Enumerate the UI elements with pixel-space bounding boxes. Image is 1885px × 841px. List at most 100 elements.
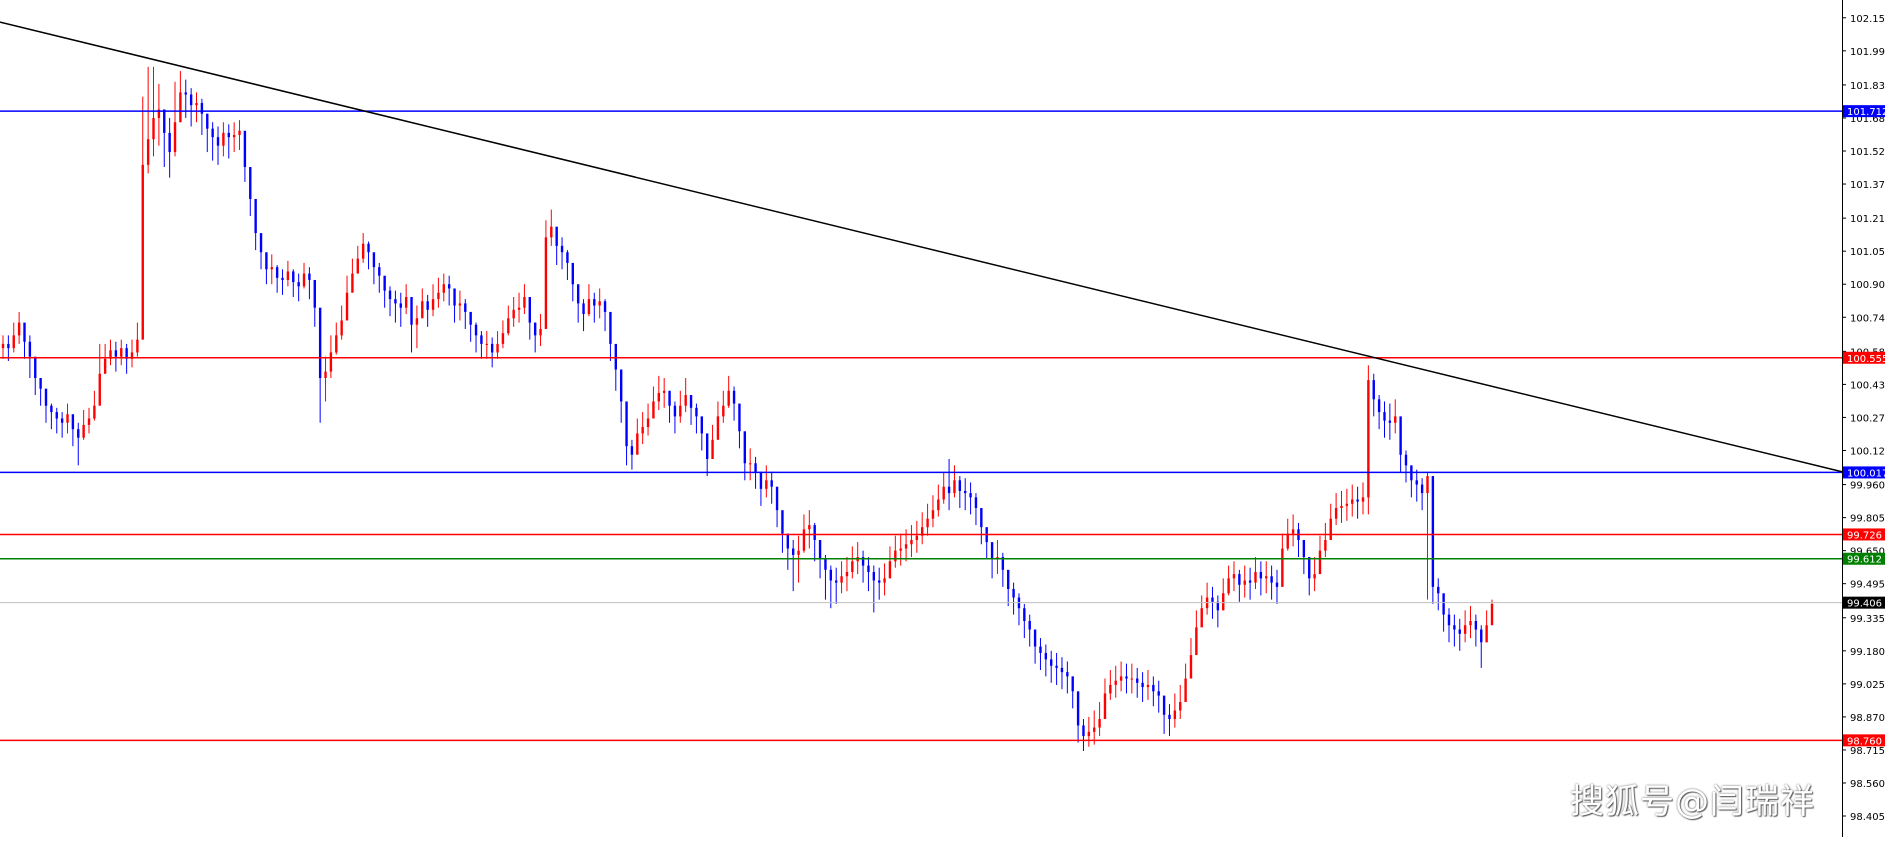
candle-body: [904, 544, 908, 549]
candle: [1060, 657, 1064, 690]
candle: [179, 71, 182, 123]
candle-body: [974, 497, 978, 509]
candle: [485, 331, 488, 359]
candle: [227, 124, 230, 159]
candle: [12, 322, 15, 353]
candle: [114, 341, 118, 372]
candle-body: [1259, 571, 1263, 579]
candle: [926, 503, 929, 536]
candle: [1082, 719, 1085, 752]
candle-body: [1179, 701, 1182, 711]
level-tag-label: 98.760: [1847, 736, 1882, 747]
candle: [404, 284, 408, 315]
candle: [469, 311, 472, 342]
y-tick-label: 99.495: [1850, 580, 1885, 591]
candle: [593, 292, 596, 323]
candle: [1098, 701, 1101, 737]
candle: [206, 113, 209, 153]
candle: [324, 356, 327, 402]
candle-body: [318, 307, 322, 379]
candle-body: [179, 92, 182, 123]
candle-body: [340, 320, 343, 336]
candle: [1044, 644, 1048, 677]
candle: [383, 275, 386, 308]
candle: [1136, 667, 1139, 698]
candle: [727, 375, 730, 408]
candle-body: [598, 301, 601, 306]
candle-body: [1345, 503, 1349, 506]
candle-body: [1453, 625, 1456, 630]
candle: [1179, 684, 1182, 720]
candle: [254, 198, 257, 251]
candle: [872, 565, 876, 613]
candle-body: [367, 243, 370, 253]
candle-body: [1474, 620, 1478, 630]
trendline[interactable]: [0, 21, 1843, 473]
y-tick-label: 100.430: [1850, 380, 1885, 391]
candle: [614, 343, 618, 391]
candle: [743, 431, 747, 481]
candle-body: [722, 405, 725, 417]
candle-body: [1103, 693, 1107, 720]
candle: [329, 335, 333, 379]
candle: [1480, 625, 1483, 668]
candle: [259, 233, 263, 270]
candle-body: [883, 578, 886, 583]
y-tick-label: 100.900: [1850, 280, 1885, 291]
candle-body: [474, 324, 478, 336]
candle: [415, 305, 419, 349]
candle: [275, 265, 279, 293]
candle: [1485, 610, 1488, 643]
candle-body: [168, 132, 171, 153]
candle: [120, 339, 123, 366]
y-tick-label: 101.055: [1850, 247, 1885, 258]
candle: [791, 539, 795, 592]
y-tick-label: 99.805: [1850, 514, 1885, 525]
candle-body: [146, 139, 150, 165]
candle-body: [571, 262, 574, 285]
candle: [759, 471, 763, 506]
candle: [1232, 561, 1236, 592]
candle: [265, 252, 268, 285]
candle: [662, 378, 666, 408]
candle-body: [7, 343, 10, 349]
candle-body: [560, 245, 564, 253]
candle: [818, 539, 822, 579]
candle: [598, 288, 601, 319]
candle-body: [593, 299, 596, 306]
candle-body: [1437, 586, 1440, 594]
candle: [318, 307, 322, 423]
candle-body: [1426, 476, 1429, 494]
candle-body: [781, 510, 784, 534]
candle-body: [732, 390, 736, 404]
level-tag-label: 99.726: [1847, 530, 1882, 541]
candle-body: [1458, 629, 1461, 634]
candle: [700, 416, 704, 451]
level-tag-label: 99.612: [1847, 555, 1882, 566]
candle: [302, 262, 306, 289]
candle: [1162, 695, 1166, 734]
candle-body: [609, 311, 612, 344]
candle-body: [152, 117, 155, 140]
candles-layer: [1, 66, 1494, 752]
candle-body: [1351, 499, 1354, 504]
candle: [50, 403, 53, 430]
candle: [1087, 716, 1091, 747]
candle: [1458, 618, 1461, 651]
candle-body: [700, 416, 704, 434]
candle-body: [1066, 672, 1069, 677]
candle: [1426, 471, 1429, 600]
candle: [216, 126, 220, 165]
candle: [189, 88, 193, 127]
candle: [442, 273, 445, 302]
candle: [974, 493, 978, 526]
candle-body: [308, 273, 311, 280]
candle-body: [641, 427, 644, 434]
candle-body: [324, 371, 327, 379]
candle: [361, 233, 365, 263]
candle: [1200, 595, 1203, 628]
price-axis[interactable]: 102.150 101.995 101.835 101.680 101.525 101.3…: [1842, 0, 1885, 837]
candle-body: [173, 122, 177, 153]
candle: [1184, 663, 1187, 702]
